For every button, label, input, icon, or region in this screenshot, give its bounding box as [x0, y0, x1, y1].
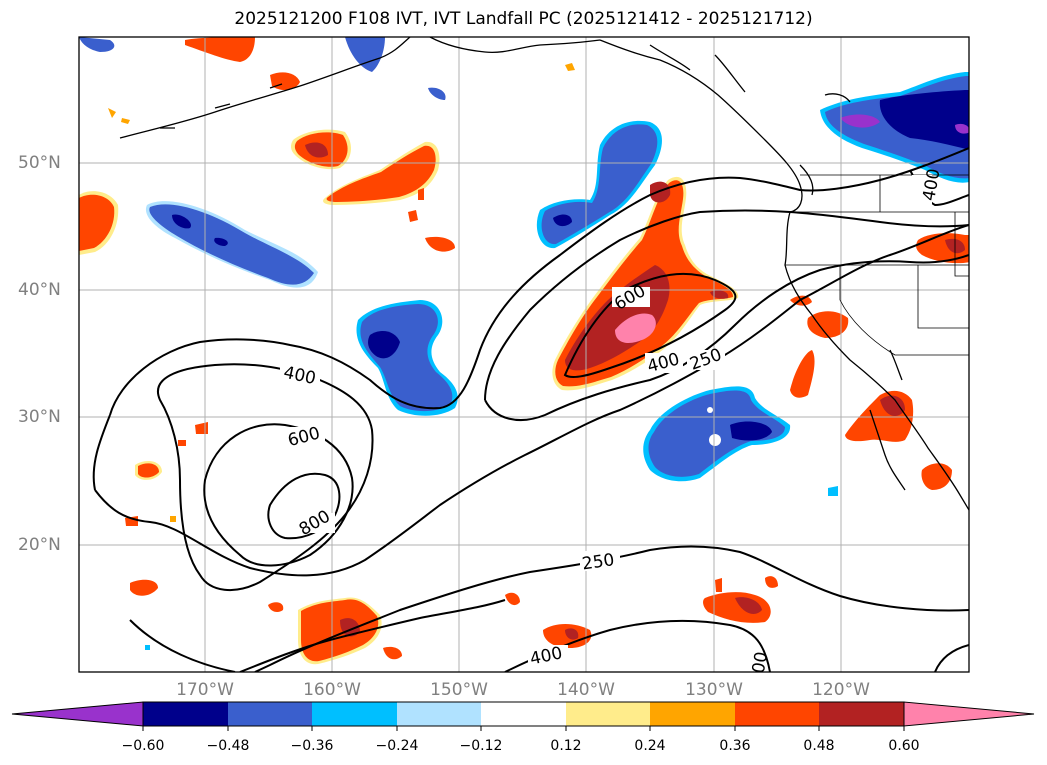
contour-label-800: 800	[296, 506, 334, 540]
colorbar-tick-label: −0.48	[206, 738, 250, 754]
colorbar-tick-label: 0.60	[888, 738, 920, 754]
lon-label-140w: 140°W	[557, 680, 615, 700]
colorbar-bin	[397, 702, 481, 726]
colorbar-tick-label: 0.36	[719, 738, 751, 754]
contour-label-250-south: 250	[581, 550, 616, 574]
lat-label-20n: 20°N	[18, 535, 61, 555]
lon-label-130w: 130°W	[685, 680, 743, 700]
colorbar-bin	[481, 702, 566, 726]
colorbar	[11, 701, 1035, 731]
lon-label-170w: 170°W	[176, 680, 234, 700]
lon-label-150w: 150°W	[430, 680, 488, 700]
colorbar-tick-label: 0.48	[803, 738, 835, 754]
contour-label-250-ar: 250	[687, 345, 724, 375]
colorbar-tick-label: −0.60	[121, 738, 165, 754]
colorbar-tick-label: −0.36	[290, 738, 334, 754]
contour-labels: 400 600 800 600 400 250 250 400 400 00	[280, 167, 945, 675]
positive-anomaly-blobs	[79, 37, 969, 665]
contour-label-400-ne: 400	[919, 167, 944, 202]
colorbar-tick-label: 0.24	[634, 738, 666, 754]
map-frame	[78, 36, 970, 673]
colorbar-bin	[228, 702, 312, 726]
coastlines	[119, 37, 969, 511]
negative-anomaly-blobs	[79, 37, 969, 650]
colorbar-bin	[143, 702, 228, 726]
colorbar-bin	[312, 702, 397, 726]
lat-label-30n: 30°N	[18, 407, 61, 427]
map-title: 2025121200 F108 IVT, IVT Landfall PC (20…	[234, 9, 813, 29]
colorbar-bin	[819, 702, 904, 726]
colorbar-bin	[650, 702, 735, 726]
colorbar-bin	[735, 702, 819, 726]
political-borders	[785, 174, 969, 356]
colorbar-extend-low	[11, 701, 144, 727]
lon-label-160w: 160°W	[303, 680, 361, 700]
lon-label-120w: 120°W	[812, 680, 870, 700]
colorbar-bin	[566, 702, 650, 726]
colorbar-tick-label: −0.24	[375, 738, 419, 754]
lat-label-40n: 40°N	[18, 280, 61, 300]
lat-label-50n: 50°N	[18, 153, 61, 173]
colorbar-extend-high	[903, 701, 1035, 727]
contour-label-edge: 00	[749, 650, 772, 675]
colorbar-tick-label: −0.12	[459, 738, 503, 754]
map-field: 400 600 800 600 400 250 250 400 400 00	[79, 37, 969, 675]
colorbar-tick-label: 0.12	[550, 738, 582, 754]
